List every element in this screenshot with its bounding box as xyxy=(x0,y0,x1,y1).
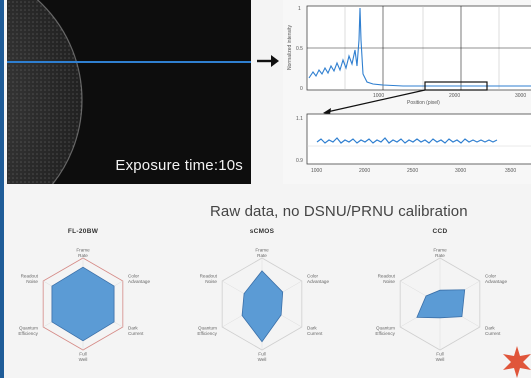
radar-value-polygon xyxy=(51,266,115,342)
inset-x-tick: 3000 xyxy=(455,168,466,174)
y-tick: 0.5 xyxy=(296,46,303,52)
radar-title: FL-20BW xyxy=(67,228,99,235)
radar-title: sCMOS xyxy=(249,228,275,235)
frame-border xyxy=(0,0,4,378)
radar-axis-label: Readout Noise xyxy=(378,274,396,285)
radar-axis-label: Dark Current xyxy=(128,326,144,337)
radar-axis-label: Dark Current xyxy=(485,326,501,337)
inset-curve xyxy=(316,137,498,144)
y-axis-label: Normalized intensity xyxy=(287,24,293,70)
radar-axis-label: Full Well xyxy=(436,352,445,363)
y-tick: 0 xyxy=(300,86,303,92)
exposure-time-label: Exposure time:10s xyxy=(115,157,243,174)
x-axis-label: Position (pixel) xyxy=(407,100,440,106)
radar-chart-fl20bw: FL-20BW Frame Rate Color Advantage Dark Curre… xyxy=(3,228,163,378)
calibration-caption: Raw data, no DSNU/PRNU calibration xyxy=(210,203,468,220)
exposure-image: Exposure time:10s xyxy=(7,0,251,184)
radar-chart-ccd: CCD Frame Rate Color Advantage Dark Current Fu… xyxy=(360,228,520,378)
inset-x-tick: 3500 xyxy=(505,168,516,174)
radar-axis-label: Frame Rate xyxy=(433,248,447,259)
inset-x-tick: 2000 xyxy=(359,168,370,174)
inset-y-tick: 0.9 xyxy=(296,158,303,164)
radar-axis-label: Quantum Efficiency xyxy=(197,326,217,337)
radar-title: CCD xyxy=(432,228,448,235)
radar-value-polygon xyxy=(416,289,466,319)
radar-axis-label: Frame Rate xyxy=(76,248,90,259)
zoom-region xyxy=(424,81,488,91)
radar-axis-label: Quantum Efficiency xyxy=(18,326,38,337)
sample-micrograph xyxy=(7,0,251,184)
radar-axis-label: Quantum Efficiency xyxy=(375,326,395,337)
y-tick: 1 xyxy=(298,6,301,12)
starburst-icon xyxy=(503,346,531,378)
radar-axis-label: Color Advantage xyxy=(485,274,507,285)
radar-value-polygon xyxy=(241,270,284,343)
intensity-plot: 1 0.5 0 1000 2000 3000 Position (pixel) … xyxy=(283,0,531,184)
radar-axis-label: Dark Current xyxy=(307,326,323,337)
radar-axis-label: Full Well xyxy=(258,352,267,363)
x-tick: 3000 xyxy=(515,93,526,99)
arrow-right-icon xyxy=(257,55,279,67)
radar-axis-label: Color Advantage xyxy=(307,274,329,285)
intensity-curve xyxy=(308,7,531,87)
inset-x-tick: 1000 xyxy=(311,168,322,174)
radar-axis-label: Full Well xyxy=(79,352,88,363)
radar-chart-scmos: sCMOS Frame Rate Color Advantage Dark Current… xyxy=(182,228,342,378)
inset-x-tick: 2500 xyxy=(407,168,418,174)
x-tick: 1000 xyxy=(373,93,384,99)
radar-axis-label: Readout Noise xyxy=(200,274,218,285)
inset-plot-frame xyxy=(306,113,531,165)
radar-axis-label: Frame Rate xyxy=(255,248,269,259)
x-tick: 2000 xyxy=(449,93,460,99)
radar-axis-label: Readout Noise xyxy=(21,274,39,285)
inset-y-tick: 1.1 xyxy=(296,116,303,122)
radar-axis-label: Color Advantage xyxy=(128,274,150,285)
